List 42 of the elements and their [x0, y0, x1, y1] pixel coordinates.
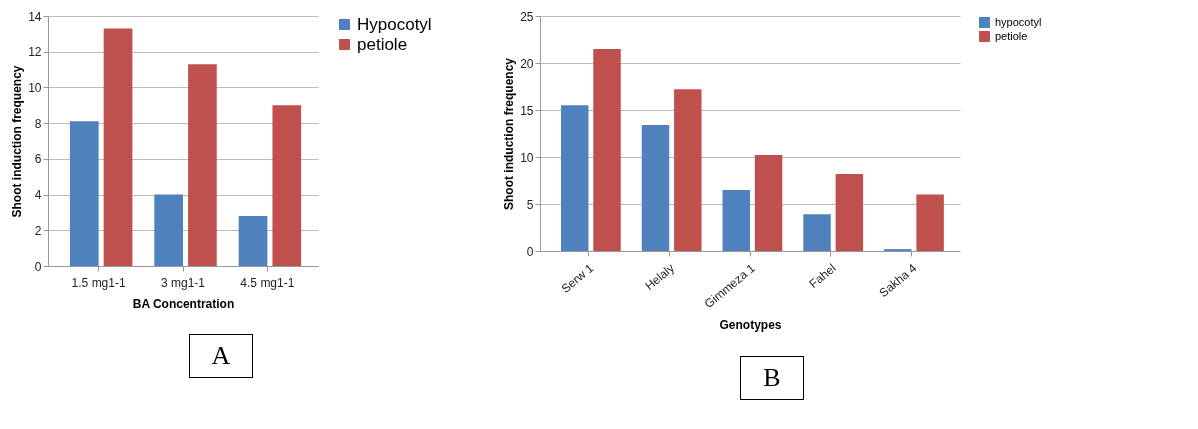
y-tick-label: 12	[28, 45, 42, 60]
bar	[561, 105, 589, 251]
y-tick-label: 6	[34, 152, 42, 167]
bar	[188, 64, 217, 266]
y-tick-label: 8	[34, 116, 42, 131]
bar	[69, 121, 99, 266]
y-tick-label: 14	[28, 9, 42, 24]
y-tick-label: 2	[34, 223, 42, 238]
y-tick-label: 4	[34, 188, 42, 203]
bar	[154, 194, 183, 266]
bar	[835, 173, 864, 251]
text: A	[188, 334, 254, 378]
y-tick-label: 20	[520, 56, 534, 71]
x-tick-label: 3 mg1-1	[160, 275, 206, 290]
y-tick-label: 0	[34, 259, 42, 274]
bar	[674, 89, 702, 251]
y-tick-label: 5	[526, 197, 534, 212]
y-tick-label: 25	[520, 9, 534, 24]
x-tick-label: 4.5 mg1-1	[240, 275, 295, 290]
y-tick-label: 0	[526, 244, 534, 259]
y-tick-label: 10	[28, 80, 42, 95]
y-tick-label: 15	[520, 103, 534, 118]
bar	[103, 28, 133, 266]
y-tick-label: 10	[520, 150, 534, 165]
legend-label: Hypocotyl	[357, 14, 432, 34]
bar	[272, 105, 302, 266]
x-axis-title: BA Concentration	[132, 296, 235, 311]
y-axis-title: Shoot induction frequency	[502, 57, 517, 210]
x-tick-label: 1.5 mg1-1	[71, 275, 126, 290]
bar	[754, 155, 783, 251]
bar	[722, 189, 750, 251]
bar	[593, 48, 621, 251]
bar	[238, 216, 268, 266]
text: B	[740, 356, 804, 400]
legend-label: hypocotyl	[995, 15, 1042, 28]
bar	[803, 214, 831, 251]
legend-label: petiole	[995, 29, 1028, 42]
y-axis-title: Shoot induction frequency	[10, 65, 25, 218]
bar	[641, 125, 670, 251]
legend-label: petiole	[357, 34, 408, 54]
x-axis-title: Genotypes	[719, 318, 782, 333]
bar	[916, 194, 944, 251]
